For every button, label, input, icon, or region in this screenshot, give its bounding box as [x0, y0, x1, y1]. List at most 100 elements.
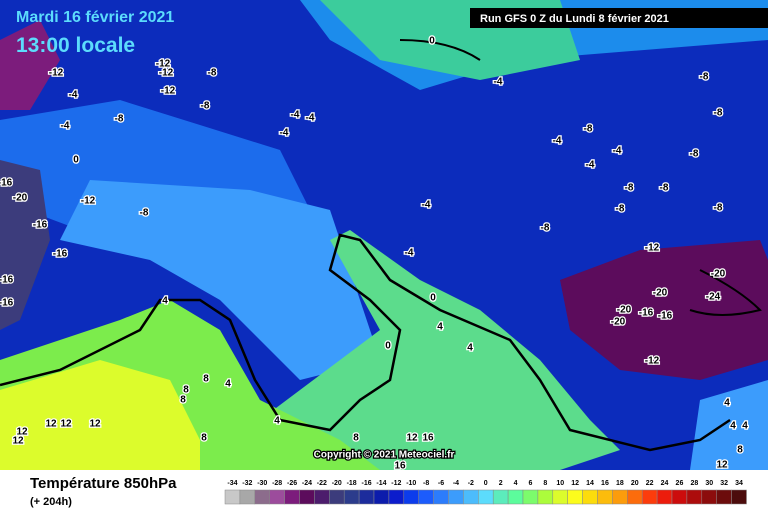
contour-label: -16	[0, 178, 13, 189]
scale-label: -22	[317, 480, 327, 487]
scale-swatch	[403, 489, 419, 505]
scale-label: 2	[499, 480, 503, 487]
region	[560, 240, 768, 380]
scale-swatch	[284, 489, 300, 505]
contour-label: -4	[405, 248, 414, 259]
contour-label: 8	[183, 385, 189, 396]
scale-label: 8	[543, 480, 547, 487]
region	[0, 360, 200, 470]
contour-label: -12	[645, 243, 660, 254]
scale-label: -12	[391, 480, 401, 487]
scale-label: -30	[257, 480, 267, 487]
scale-label: -34	[227, 480, 237, 487]
scale-label: 18	[616, 480, 624, 487]
contour-label: -12	[156, 59, 171, 70]
region	[0, 160, 50, 330]
scale-label: 24	[661, 480, 669, 487]
contour-label: 8	[353, 433, 359, 444]
contour-label: -24	[706, 292, 721, 303]
scale-label: 0	[484, 480, 488, 487]
contour-label: 16	[422, 433, 434, 444]
scale-swatch	[582, 489, 598, 505]
contour-label: -8	[584, 124, 593, 135]
contour-label: -4	[280, 128, 289, 139]
run-box	[470, 8, 768, 28]
scale-label: -6	[438, 480, 444, 487]
scale-label: -18	[347, 480, 357, 487]
scale-label: -10	[406, 480, 416, 487]
contour-label: -8	[140, 208, 149, 219]
contour-label: -4	[69, 90, 78, 101]
isotherm	[399, 39, 762, 316]
contour-label: -8	[115, 114, 124, 125]
scale-label: -14	[376, 480, 386, 487]
contour-label: -16	[639, 308, 654, 319]
scale-label: 16	[601, 480, 609, 487]
contour-label: -8	[616, 204, 625, 215]
contour-label: 4	[162, 296, 168, 307]
contour-label: -20	[611, 317, 626, 328]
contour-label: -20	[711, 269, 726, 280]
contour-label: 12	[406, 433, 418, 444]
scale-label: 20	[631, 480, 639, 487]
scale-label: 6	[528, 480, 532, 487]
run: Run GFS 0 Z du Lundi 8 février 2021	[480, 13, 669, 25]
contour-label: 0	[385, 341, 391, 352]
scale-swatch	[641, 489, 658, 505]
scale-swatch	[314, 489, 330, 505]
contour-label: -4	[553, 136, 562, 147]
scale-label: -32	[242, 480, 252, 487]
zero-isotherm	[0, 233, 731, 452]
contour-label: -16	[53, 249, 68, 260]
scale-label: -20	[332, 480, 342, 487]
scale-swatch	[612, 489, 628, 505]
contour-label: -12	[81, 196, 96, 207]
scale-label: -26	[287, 480, 297, 487]
scale-swatch	[627, 489, 643, 505]
scale-swatch	[433, 489, 449, 505]
scale-swatch	[254, 489, 270, 505]
contour-label: 12	[89, 419, 101, 430]
time: 13:00 locale	[16, 34, 135, 57]
contour-label: 4	[274, 416, 280, 427]
contour-label: 4	[467, 343, 473, 354]
scale-swatch	[597, 489, 613, 505]
contour-label: -16	[33, 220, 48, 231]
contour-label: 4	[225, 379, 231, 390]
contour-label: 8	[737, 445, 743, 456]
contour-label: -4	[494, 77, 503, 88]
contour-label: 4	[742, 421, 748, 432]
scale-swatch	[671, 489, 688, 505]
scale-swatch	[329, 489, 345, 505]
contour-label: -20	[653, 288, 668, 299]
contour-labels: -12-12 -8-12-12-4-8-8-4-4 -4-40-4 -8-8-8-4-…	[0, 34, 749, 473]
scale-swatch	[492, 489, 509, 505]
contour-label: 16	[394, 461, 406, 472]
scale-label: 12	[571, 480, 579, 487]
contour-label: -8	[714, 203, 723, 214]
scale-swatch	[269, 489, 285, 505]
contour-label: 4	[730, 421, 736, 432]
contour-label: -16	[0, 275, 14, 286]
scale-swatch	[567, 489, 583, 505]
contour-label: -12	[161, 86, 176, 97]
contour-label: -8	[714, 108, 723, 119]
contour-label: -8	[690, 149, 699, 160]
contour-label: -8	[625, 183, 634, 194]
contour-label: 0	[430, 293, 436, 304]
date: Mardi 16 février 2021	[16, 9, 174, 26]
contour-label: -12	[159, 68, 174, 79]
scale-label: 4	[514, 480, 518, 487]
scale-swatch	[731, 489, 747, 505]
scale-swatch	[224, 489, 241, 505]
region	[0, 20, 60, 110]
scale-label: -24	[302, 480, 312, 487]
contour-label: -20	[617, 305, 632, 316]
contour-label: 4	[437, 322, 443, 333]
scale-label: -8	[423, 480, 429, 487]
contour-label: -16	[0, 298, 14, 309]
contour-label: 12	[16, 427, 28, 438]
scale-swatch	[448, 489, 464, 505]
scale-swatch	[537, 489, 554, 505]
scale-swatch	[522, 489, 539, 505]
